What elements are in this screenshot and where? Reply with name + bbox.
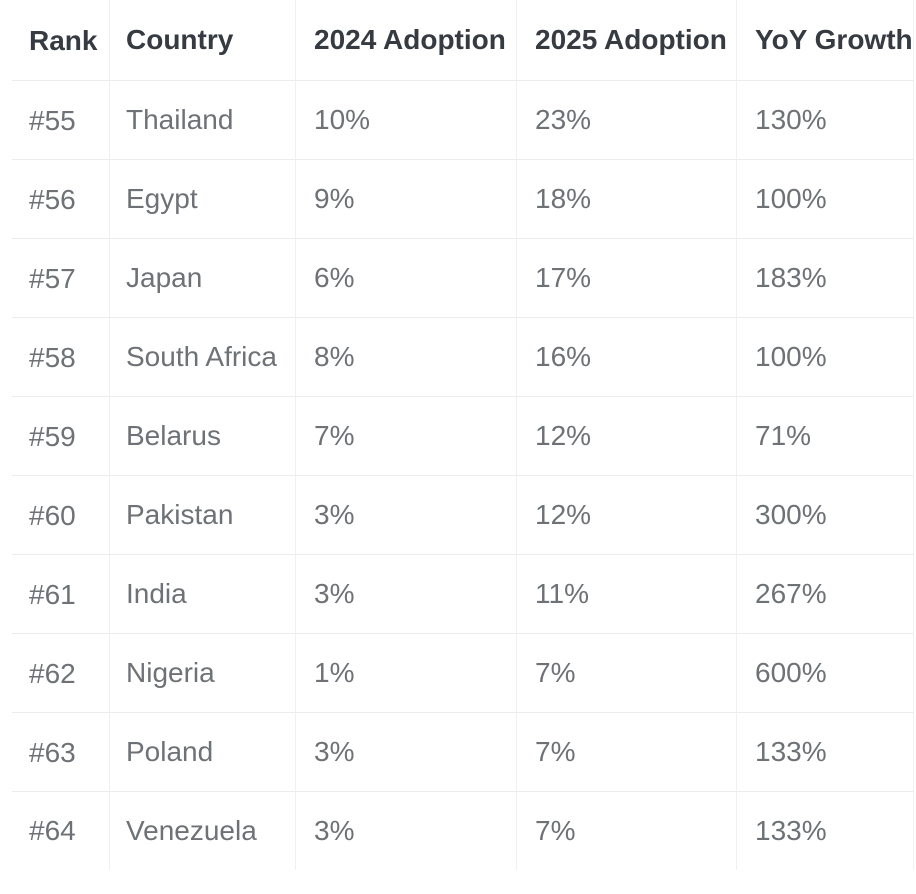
column-header-yoy-growth: YoY Growth [737,0,914,81]
cell-yoy-growth: 130% [737,81,914,160]
cell-rank: #62 [0,634,110,713]
cell-2025-adoption: 12% [517,476,737,555]
table-row: #62 Nigeria 1% 7% 600% [0,634,914,713]
cell-rank: #58 [0,318,110,397]
cell-rank: #64 [0,792,110,870]
cell-2024-adoption: 9% [296,160,517,239]
cell-country: Venezuela [110,792,296,870]
column-header-country: Country [110,0,296,81]
cell-yoy-growth: 100% [737,160,914,239]
cell-2024-adoption: 6% [296,239,517,318]
table-row: #63 Poland 3% 7% 133% [0,713,914,792]
cell-yoy-growth: 100% [737,318,914,397]
cell-country: Belarus [110,397,296,476]
cell-rank: #57 [0,239,110,318]
column-header-2025-adoption: 2025 Adoption [517,0,737,81]
table-row: #64 Venezuela 3% 7% 133% [0,792,914,870]
cell-country: India [110,555,296,634]
cell-yoy-growth: 300% [737,476,914,555]
cell-2024-adoption: 8% [296,318,517,397]
cell-yoy-growth: 133% [737,713,914,792]
cell-country: Nigeria [110,634,296,713]
cell-2024-adoption: 7% [296,397,517,476]
cell-rank: #60 [0,476,110,555]
cell-rank: #55 [0,81,110,160]
cell-2025-adoption: 7% [517,792,737,870]
table-row: #55 Thailand 10% 23% 130% [0,81,914,160]
table-row: #60 Pakistan 3% 12% 300% [0,476,914,555]
table-row: #59 Belarus 7% 12% 71% [0,397,914,476]
cell-2024-adoption: 3% [296,555,517,634]
country-adoption-table: Rank Country 2024 Adoption 2025 Adoption… [0,0,914,870]
cell-yoy-growth: 71% [737,397,914,476]
column-header-rank: Rank [0,0,110,81]
cell-rank: #56 [0,160,110,239]
table-row: #56 Egypt 9% 18% 100% [0,160,914,239]
cell-country: Poland [110,713,296,792]
table-header: Rank Country 2024 Adoption 2025 Adoption… [0,0,914,81]
cell-2025-adoption: 17% [517,239,737,318]
cell-2025-adoption: 23% [517,81,737,160]
cell-2025-adoption: 7% [517,713,737,792]
cell-rank: #61 [0,555,110,634]
cell-2025-adoption: 16% [517,318,737,397]
cell-yoy-growth: 267% [737,555,914,634]
cell-2025-adoption: 11% [517,555,737,634]
table-row: #57 Japan 6% 17% 183% [0,239,914,318]
cell-country: Egypt [110,160,296,239]
header-row: Rank Country 2024 Adoption 2025 Adoption… [0,0,914,81]
cell-2025-adoption: 7% [517,634,737,713]
cell-country: Japan [110,239,296,318]
cell-2024-adoption: 3% [296,792,517,870]
cell-2024-adoption: 3% [296,476,517,555]
cell-rank: #59 [0,397,110,476]
table-row: #61 India 3% 11% 267% [0,555,914,634]
cell-2025-adoption: 18% [517,160,737,239]
table-body: #55 Thailand 10% 23% 130% #56 Egypt 9% 1… [0,81,914,870]
cell-2024-adoption: 1% [296,634,517,713]
cell-country: Thailand [110,81,296,160]
cell-2024-adoption: 10% [296,81,517,160]
cell-rank: #63 [0,713,110,792]
cell-country: Pakistan [110,476,296,555]
cell-country: South Africa [110,318,296,397]
cell-yoy-growth: 133% [737,792,914,870]
cell-2025-adoption: 12% [517,397,737,476]
cell-yoy-growth: 183% [737,239,914,318]
cell-2024-adoption: 3% [296,713,517,792]
table-row: #58 South Africa 8% 16% 100% [0,318,914,397]
cell-yoy-growth: 600% [737,634,914,713]
column-header-2024-adoption: 2024 Adoption [296,0,517,81]
